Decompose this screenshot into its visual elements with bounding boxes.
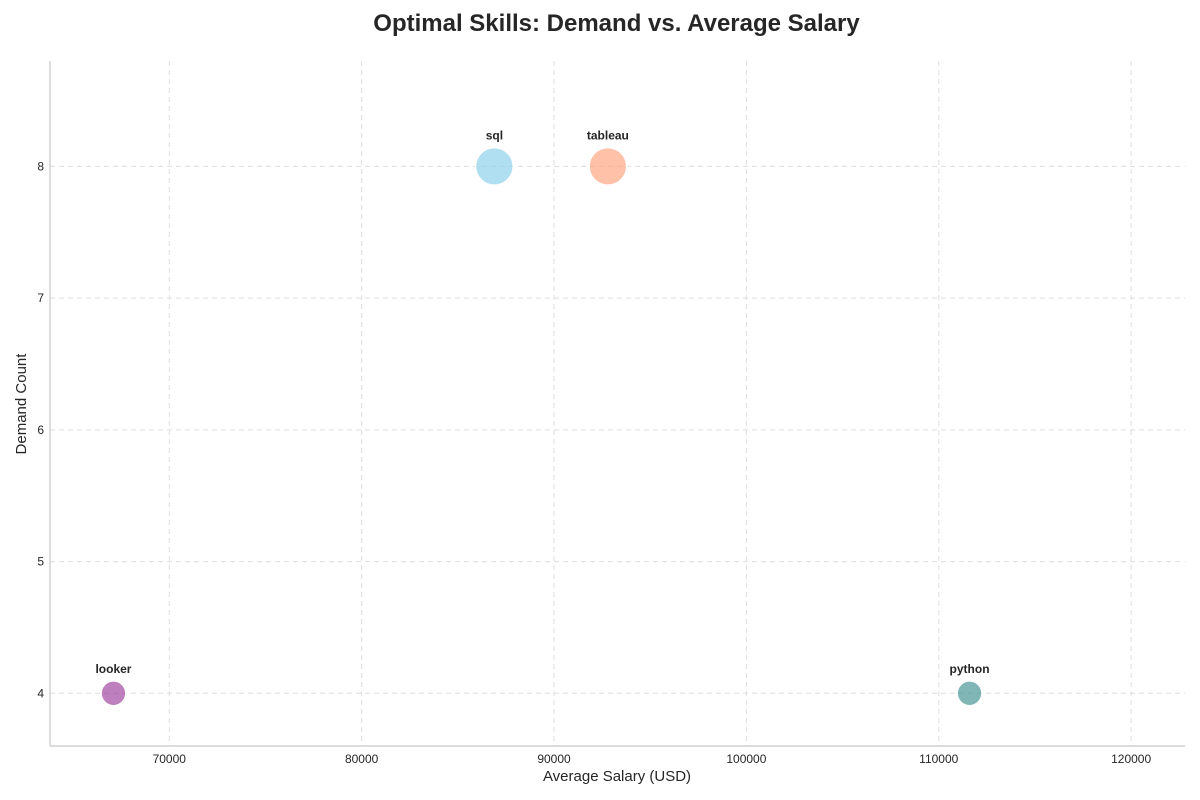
x-tick-label: 110000 xyxy=(919,752,958,766)
x-tick-label: 120000 xyxy=(1111,752,1151,766)
y-tick-label: 6 xyxy=(37,423,44,437)
data-point-looker xyxy=(100,680,127,707)
x-tick-label: 80000 xyxy=(345,752,379,766)
y-tick-label: 5 xyxy=(37,555,44,569)
data-label-python: python xyxy=(950,662,990,676)
x-tick-label: 70000 xyxy=(153,752,187,766)
x-axis-label: Average Salary (USD) xyxy=(543,768,691,785)
y-tick-label: 4 xyxy=(37,686,44,700)
x-tick-label: 100000 xyxy=(726,752,766,766)
data-point-python xyxy=(956,680,983,707)
data-label-tableau: tableau xyxy=(587,129,629,143)
data-label-looker: looker xyxy=(95,662,131,676)
chart-title: Optimal Skills: Demand vs. Average Salar… xyxy=(373,10,860,37)
data-point-tableau xyxy=(588,146,628,186)
y-axis-label: Demand Count xyxy=(13,353,30,455)
data-label-sql: sql xyxy=(486,129,503,143)
x-tick-label: 90000 xyxy=(537,752,571,766)
data-point-sql xyxy=(474,146,514,186)
y-tick-label: 7 xyxy=(37,291,44,305)
y-tick-label: 8 xyxy=(37,159,44,173)
